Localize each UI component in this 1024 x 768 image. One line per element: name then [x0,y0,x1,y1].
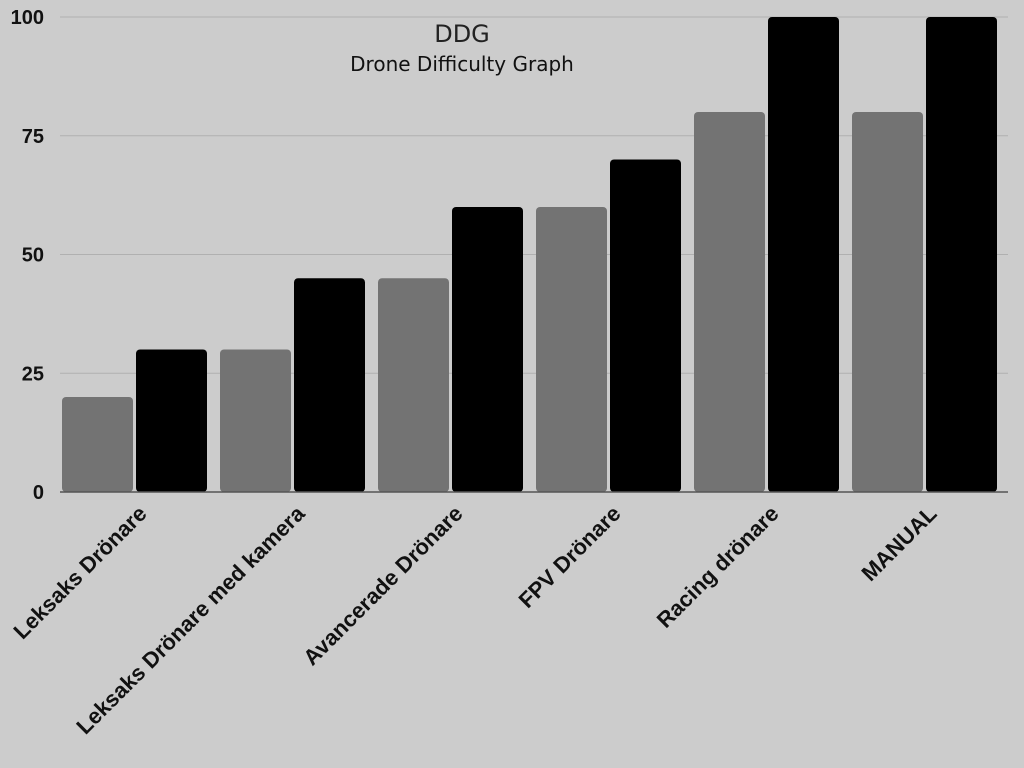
y-tick-label: 25 [22,363,44,385]
chart-title: DDG [434,20,490,48]
x-tick-label: Avancerade Drönare [298,501,467,670]
x-tick-label: FPV Drönare [514,501,626,613]
y-tick-label: 0 [33,482,44,504]
y-tick-label: 100 [11,7,44,29]
bar-b-2 [452,207,523,492]
bar-b-1 [294,278,365,492]
bar-a-0 [62,397,133,492]
bar-b-4 [768,17,839,492]
bar-a-2 [378,278,449,492]
bar-b-5 [926,17,997,492]
bar-layer [62,17,997,492]
bar-a-4 [694,112,765,492]
grid-layer [60,16,1008,374]
x-tick-label: MANUAL [856,501,941,586]
y-tick-label: 75 [22,126,44,148]
x-tick-label: Racing drönare [652,501,784,633]
bar-b-0 [136,349,207,492]
bar-a-3 [536,207,607,492]
chart-subtitle: Drone Difficulty Graph [350,52,574,76]
bar-a-1 [220,349,291,492]
x-tick-label: Leksaks Drönare [8,501,151,644]
y-tick-label: 50 [22,245,44,267]
bar-a-5 [852,112,923,492]
bar-b-3 [610,159,681,492]
